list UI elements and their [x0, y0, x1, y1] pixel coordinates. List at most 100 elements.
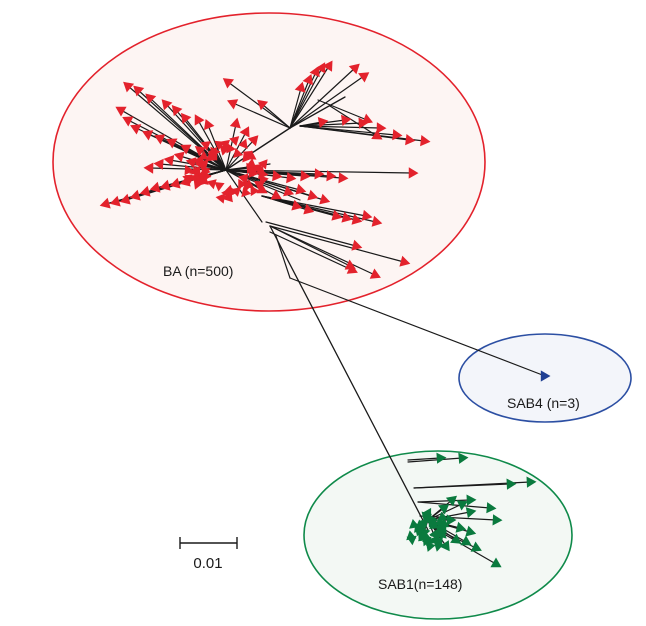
leaf-tip-marker	[466, 494, 477, 506]
leaf-tip-marker	[245, 158, 257, 168]
leaf-tip-marker	[376, 122, 387, 134]
leaf-tip-marker	[254, 181, 265, 191]
leaf-tip-marker	[286, 172, 297, 184]
leaf-tip-marker	[215, 193, 226, 204]
leaf-tip-marker	[227, 99, 239, 110]
leaf-tip-marker	[283, 185, 295, 197]
leaf-tip-marker	[506, 478, 517, 490]
leaf-tip-marker	[458, 452, 469, 464]
tree-branch	[261, 195, 297, 207]
leaf-tip-marker	[361, 113, 373, 124]
tree-branch	[225, 169, 325, 201]
leaf-tip-marker	[214, 182, 225, 192]
scale-bar-label: 0.01	[193, 555, 222, 572]
leaf-tip-marker	[326, 170, 337, 182]
scale-bar: 0.01	[179, 537, 238, 572]
tree-branch	[289, 277, 546, 377]
leaf-tip-marker	[252, 163, 262, 174]
leaf-tip-marker	[371, 215, 383, 227]
leaf-tip-marker	[214, 140, 225, 151]
tree-branch	[299, 125, 425, 142]
tree-branch	[289, 67, 323, 129]
sab1-cluster-label: SAB1(n=148)	[378, 576, 462, 592]
leaf-tip-marker	[222, 78, 234, 89]
leaf-tip-marker	[130, 124, 142, 135]
leaf-tip-marker	[223, 184, 234, 195]
tree-branch	[207, 124, 227, 171]
leaf-tip-marker	[166, 138, 178, 149]
tree-branch	[289, 96, 346, 129]
leaf-tip-marker	[241, 186, 252, 198]
leaf-tip-marker	[243, 179, 255, 188]
leaf-tip-marker	[408, 167, 419, 179]
leaf-tip-marker	[314, 168, 325, 180]
leaf-tip-marker	[257, 159, 268, 170]
leaf-tip-marker	[123, 81, 135, 93]
tree-branch	[269, 225, 376, 276]
leaf-tip-marker	[182, 174, 193, 184]
leaf-tip-marker	[295, 183, 307, 195]
tree-branch	[407, 457, 441, 461]
leaf-tip-marker	[526, 476, 537, 488]
leaf-tip-marker	[540, 370, 551, 382]
leaf-tip-marker	[490, 557, 502, 568]
leaf-tip-marker	[429, 528, 440, 540]
leaf-tip-marker	[351, 239, 363, 251]
leaf-tip-marker	[204, 119, 215, 131]
leaf-tip-marker	[142, 130, 154, 141]
leaf-tip-marker	[456, 500, 468, 511]
leaf-tip-marker	[322, 60, 333, 72]
leaf-tip-marker	[247, 135, 259, 147]
tree-branch	[269, 231, 353, 271]
leaf-tip-marker	[229, 136, 240, 146]
leaf-tip-marker	[346, 263, 358, 274]
leaf-tip-marker	[163, 155, 175, 167]
leaf-tip-marker	[270, 189, 282, 200]
tree-branch	[289, 75, 365, 129]
leaf-tip-marker	[159, 179, 171, 191]
leaf-tip-marker	[184, 164, 194, 176]
leaf-tip-marker	[406, 535, 417, 546]
leaf-tip-marker	[307, 189, 319, 201]
leaf-tip-marker	[438, 504, 450, 515]
leaf-tip-marker	[369, 268, 381, 279]
leaf-tip-marker	[205, 151, 216, 162]
leaf-tip-marker	[455, 521, 467, 533]
tree-branch	[329, 105, 378, 137]
leaf-tip-marker	[173, 151, 185, 163]
tree-branch	[299, 122, 363, 127]
leaf-tip-marker	[418, 518, 429, 529]
leaf-tip-marker	[194, 158, 204, 169]
leaf-tip-marker	[331, 209, 343, 221]
leaf-tip-marker	[348, 63, 360, 75]
leaf-tip-marker	[338, 172, 349, 184]
leaf-tip-marker	[226, 143, 236, 154]
leaf-tip-marker	[405, 134, 416, 146]
tree-branch	[269, 225, 405, 263]
tree-branch	[232, 102, 291, 129]
tree-branch	[225, 127, 291, 171]
leaf-tip-marker	[206, 179, 217, 190]
leaf-tip-marker	[361, 209, 373, 221]
leaf-tip-marker	[171, 105, 183, 117]
leaf-tip-marker	[99, 197, 111, 209]
tree-tips	[99, 60, 551, 568]
leaf-tip-marker	[351, 213, 363, 225]
leaf-tip-marker	[439, 518, 450, 528]
ba-cluster-label: BA (n=500)	[163, 263, 233, 279]
leaf-tip-marker	[229, 117, 241, 129]
leaf-tip-marker	[233, 147, 244, 158]
leaf-tip-marker	[180, 144, 192, 155]
leaf-tip-marker	[319, 193, 331, 205]
leaf-tip-marker	[115, 106, 127, 117]
leaf-tip-marker	[143, 162, 154, 174]
leaf-tip-marker	[191, 165, 201, 176]
leaf-tip-marker	[303, 203, 315, 215]
leaf-tip-marker	[358, 72, 370, 83]
leaf-tip-marker	[153, 158, 164, 170]
leaf-tip-marker	[194, 114, 205, 126]
leaf-tip-marker	[194, 146, 206, 157]
leaf-tip-marker	[239, 126, 250, 138]
tree-branch	[261, 195, 367, 217]
